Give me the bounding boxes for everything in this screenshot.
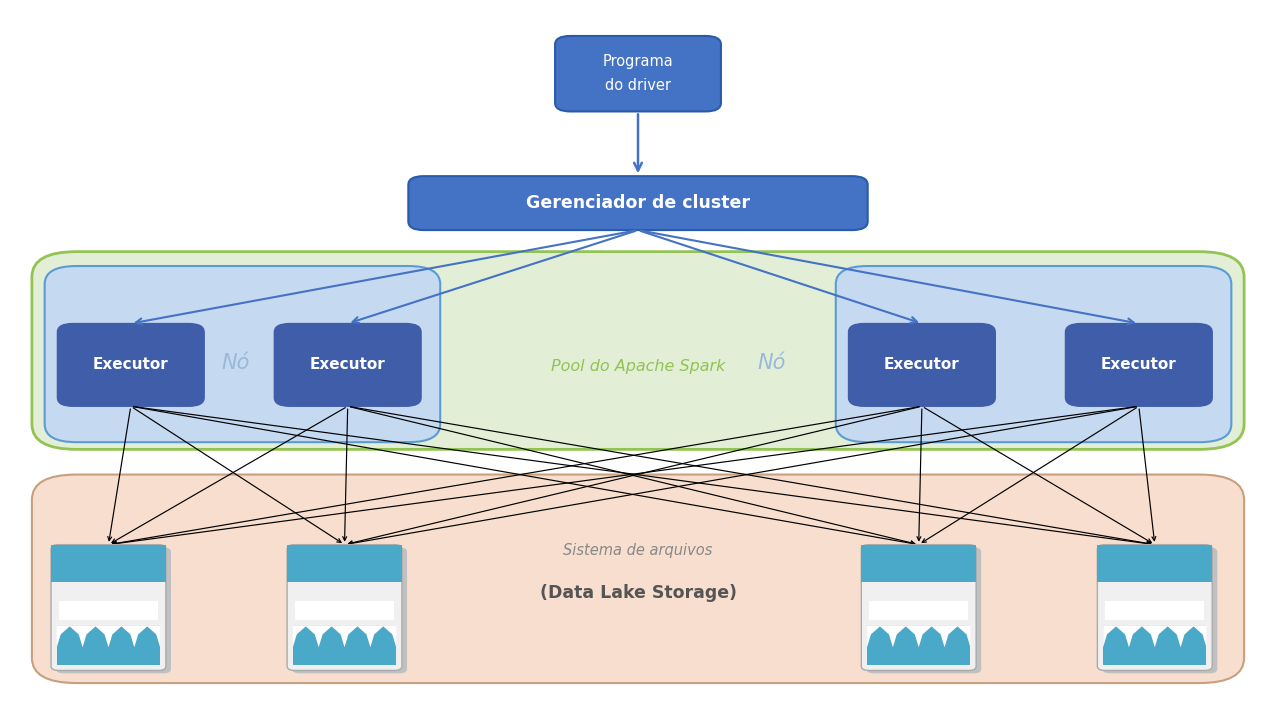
Bar [1105,601,1205,620]
FancyBboxPatch shape [866,548,981,673]
Text: Pool do Apache Spark: Pool do Apache Spark [551,360,725,374]
FancyBboxPatch shape [57,324,204,406]
Bar [1097,545,1212,582]
FancyBboxPatch shape [32,475,1244,683]
FancyBboxPatch shape [32,252,1244,449]
FancyBboxPatch shape [51,545,166,670]
Text: (Data Lake Storage): (Data Lake Storage) [540,584,736,603]
Text: Programa
do driver: Programa do driver [602,54,674,93]
Bar [869,601,968,620]
FancyBboxPatch shape [861,545,976,670]
Bar [861,545,976,582]
Bar [56,626,160,666]
Polygon shape [293,625,396,647]
Bar [51,545,166,582]
Bar [295,601,394,620]
FancyBboxPatch shape [408,176,868,230]
FancyBboxPatch shape [1065,324,1212,406]
Text: Gerenciador de cluster: Gerenciador de cluster [526,194,750,212]
Bar [866,626,970,666]
Text: Nó: Nó [758,353,786,373]
Bar [1102,626,1206,666]
Bar [293,626,397,666]
Text: Executor: Executor [1101,357,1176,372]
Polygon shape [1102,625,1207,647]
Text: Executor: Executor [310,357,385,372]
FancyBboxPatch shape [836,266,1231,442]
Bar [287,545,402,582]
Polygon shape [56,625,161,647]
Text: Nó: Nó [222,353,250,373]
Text: Executor: Executor [93,357,168,372]
FancyBboxPatch shape [1102,548,1217,673]
Bar [59,601,158,620]
FancyBboxPatch shape [45,266,440,442]
FancyBboxPatch shape [555,36,721,111]
FancyBboxPatch shape [1097,545,1212,670]
FancyBboxPatch shape [292,548,407,673]
FancyBboxPatch shape [56,548,171,673]
FancyBboxPatch shape [849,324,995,406]
FancyBboxPatch shape [274,324,421,406]
Polygon shape [866,625,970,647]
Text: Sistema de arquivos: Sistema de arquivos [563,543,713,557]
FancyBboxPatch shape [287,545,402,670]
Text: Executor: Executor [884,357,960,372]
